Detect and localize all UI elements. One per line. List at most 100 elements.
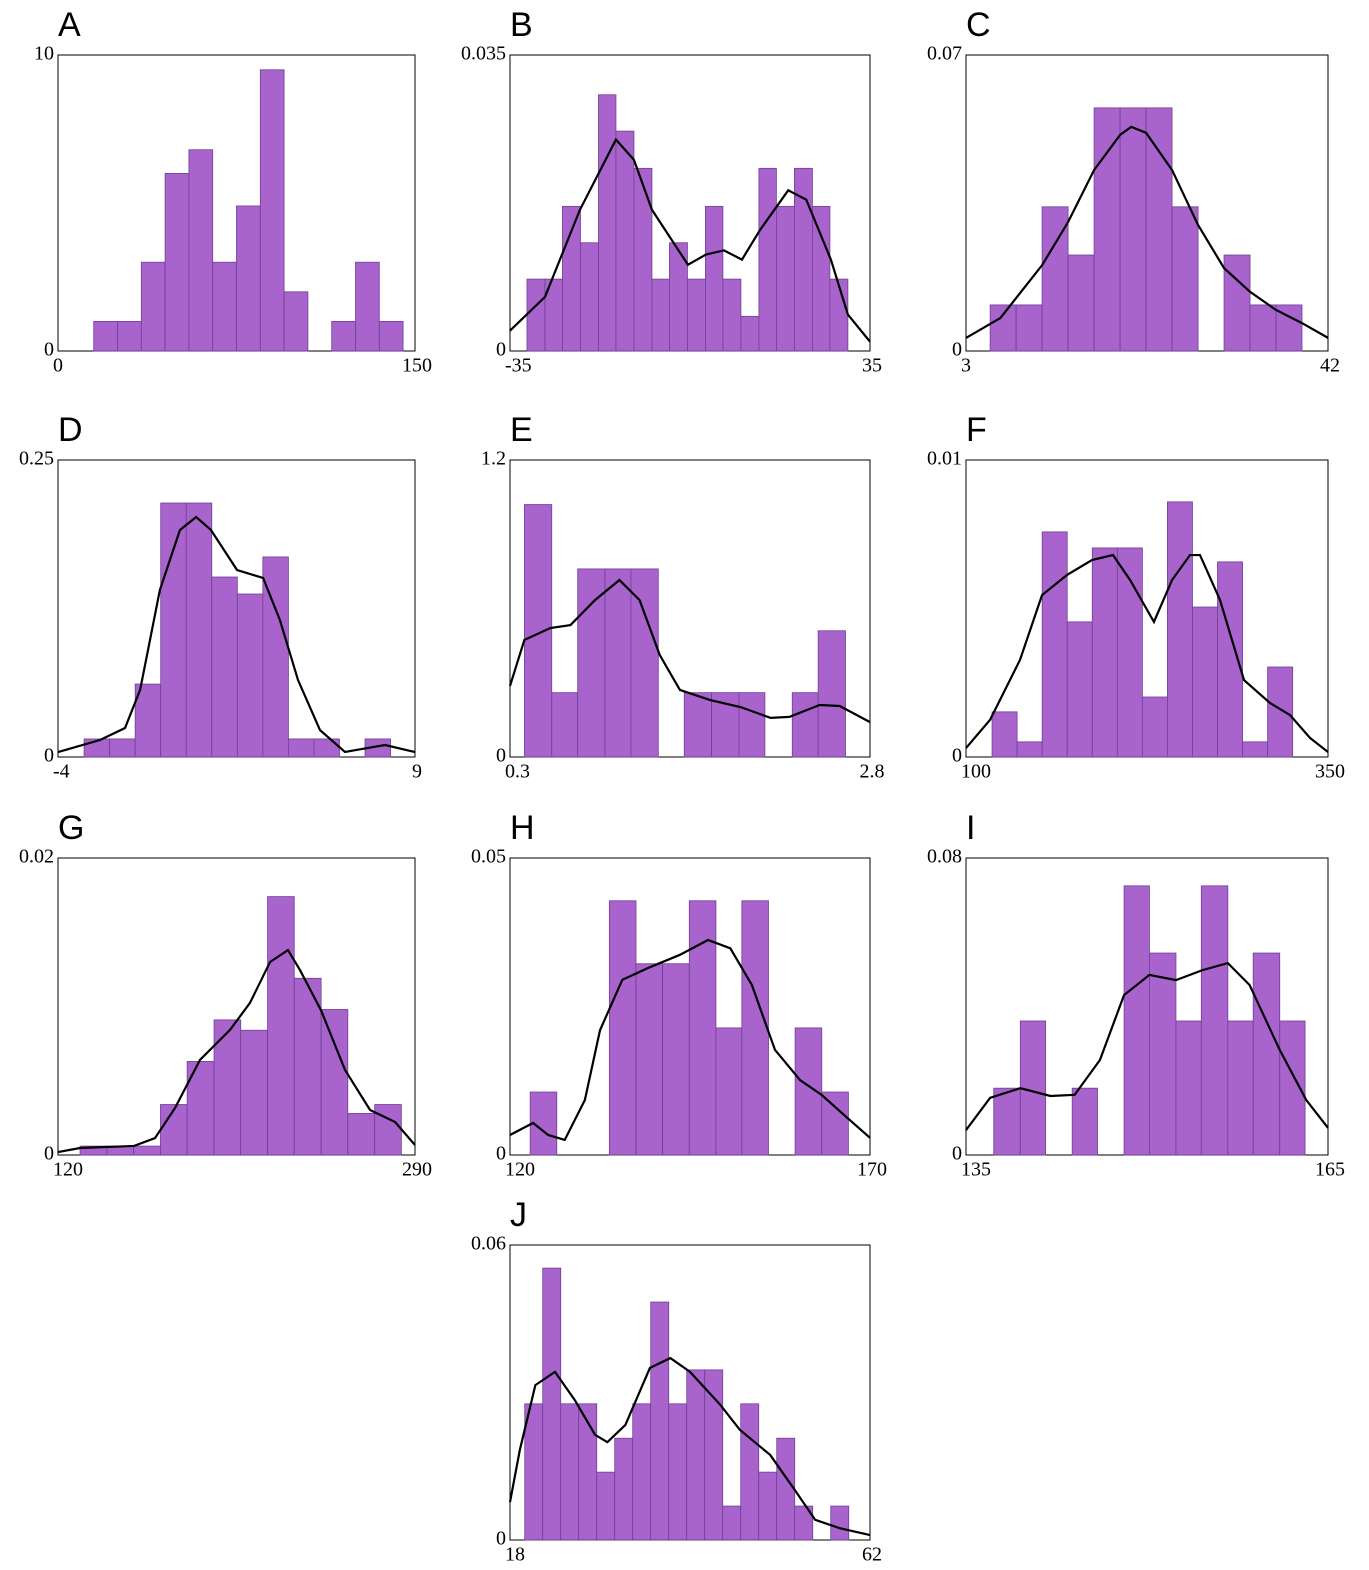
bar	[560, 1403, 580, 1541]
x-tick-label: 350	[1315, 761, 1345, 783]
panel-title: E	[510, 411, 533, 449]
x-tick-label: 42	[1320, 355, 1340, 377]
y-tick-label: 0.01	[927, 448, 962, 470]
x-tick-label: -4	[53, 761, 70, 783]
bar	[741, 900, 769, 1156]
x-tick-label: 0	[53, 355, 63, 377]
bar	[687, 278, 706, 352]
bar	[740, 315, 760, 352]
y-tick-label: 0	[496, 1143, 506, 1165]
bar	[829, 278, 849, 352]
bar	[1066, 621, 1093, 758]
bar	[608, 900, 637, 1156]
bar	[109, 738, 136, 758]
panel: I 135 165 0 0.08	[927, 809, 1345, 1181]
panel: C 3 42 0 0.07	[927, 6, 1340, 377]
panel-title: H	[510, 809, 535, 847]
bar	[133, 1145, 161, 1156]
y-tick-label: 0	[952, 1143, 962, 1165]
bar	[812, 205, 831, 352]
bar	[817, 630, 846, 758]
bar	[758, 167, 777, 352]
bar	[1071, 1087, 1098, 1156]
bar	[236, 205, 261, 352]
bar	[140, 261, 166, 352]
bar	[989, 304, 1017, 352]
bar	[1192, 606, 1218, 758]
bar	[758, 1471, 778, 1541]
bar	[635, 963, 664, 1156]
bar	[686, 1369, 706, 1541]
bar	[236, 593, 264, 758]
bar	[378, 320, 404, 352]
bar	[1279, 1020, 1306, 1156]
bar	[524, 504, 553, 758]
bar	[283, 291, 309, 352]
bar	[650, 1301, 670, 1541]
bar	[722, 1505, 742, 1541]
bar	[93, 320, 118, 352]
y-tick-label: 0	[44, 745, 54, 767]
bar	[1242, 741, 1269, 758]
x-tick-label: 35	[862, 355, 882, 377]
bar	[615, 130, 635, 352]
bar	[185, 502, 213, 758]
bar	[596, 1471, 616, 1541]
bar	[722, 278, 742, 352]
bar	[293, 977, 322, 1156]
bar	[347, 1113, 376, 1156]
bar	[993, 1087, 1021, 1156]
x-tick-label: 120	[53, 1159, 83, 1181]
kde-curve	[509, 137, 871, 343]
bar	[738, 692, 766, 758]
kde-curve	[508, 1356, 871, 1537]
panel-title: B	[510, 6, 533, 44]
bar	[1267, 666, 1294, 758]
bar	[374, 1104, 402, 1156]
x-tick-label: 0.3	[505, 761, 530, 783]
bar	[1123, 885, 1150, 1156]
bar	[1093, 107, 1121, 352]
bar	[288, 738, 315, 758]
y-tick-label: 0	[952, 339, 962, 361]
y-tick-label: 0	[44, 1143, 54, 1165]
bar	[991, 711, 1018, 758]
x-tick-label: 18	[505, 1544, 525, 1566]
bar	[633, 167, 653, 352]
y-tick-label: 1.2	[481, 448, 506, 470]
panel-title: D	[58, 411, 83, 449]
y-tick-label: 0	[496, 339, 506, 361]
bar	[668, 1403, 688, 1541]
bar	[213, 1019, 242, 1156]
bar	[580, 242, 599, 352]
x-tick-label: 135	[961, 1159, 991, 1181]
bar	[1141, 696, 1168, 758]
y-tick-label: 10	[34, 43, 54, 65]
panel-title: A	[58, 6, 81, 44]
bar	[1200, 885, 1229, 1156]
bar	[651, 278, 670, 352]
bar	[794, 1505, 814, 1541]
bar	[211, 576, 238, 758]
panel-title: F	[966, 411, 987, 449]
bar	[1019, 1020, 1047, 1156]
y-tick-label: 0.25	[19, 448, 54, 470]
y-tick-label: 0	[952, 745, 962, 767]
bar	[705, 205, 724, 352]
bar	[1145, 107, 1173, 352]
bar	[240, 1029, 268, 1156]
bar	[259, 69, 285, 352]
bar	[1249, 304, 1277, 352]
y-tick-label: 0.02	[19, 846, 54, 868]
bar	[160, 1104, 188, 1156]
x-tick-label: 150	[402, 355, 432, 377]
bar	[683, 692, 712, 758]
bar	[1149, 952, 1177, 1156]
bar	[1067, 254, 1095, 352]
bar	[313, 738, 340, 758]
kde-curve	[508, 578, 871, 724]
x-tick-label: 3	[961, 355, 971, 377]
kde-curve	[965, 961, 1329, 1131]
x-tick-label: 2.8	[860, 761, 885, 783]
